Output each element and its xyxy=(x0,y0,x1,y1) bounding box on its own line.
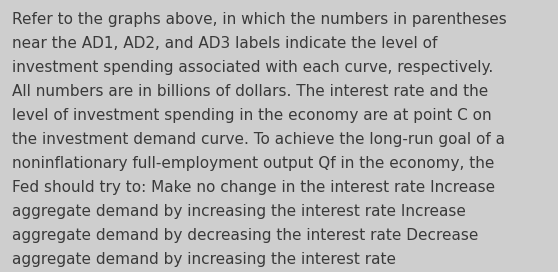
Text: level of investment spending in the economy are at point C on: level of investment spending in the econ… xyxy=(12,108,492,123)
Text: Fed should try to: Make no change in the interest rate Increase: Fed should try to: Make no change in the… xyxy=(12,180,496,195)
Text: Refer to the graphs above, in which the numbers in parentheses: Refer to the graphs above, in which the … xyxy=(12,12,507,27)
Text: near the AD1, AD2, and AD3 labels indicate the level of: near the AD1, AD2, and AD3 labels indica… xyxy=(12,36,437,51)
Text: investment spending associated with each curve, respectively.: investment spending associated with each… xyxy=(12,60,493,75)
Text: aggregate demand by decreasing the interest rate Decrease: aggregate demand by decreasing the inter… xyxy=(12,228,479,243)
Text: the investment demand curve. To achieve the long-run goal of a: the investment demand curve. To achieve … xyxy=(12,132,506,147)
Text: aggregate demand by increasing the interest rate Increase: aggregate demand by increasing the inter… xyxy=(12,204,466,219)
Text: All numbers are in billions of dollars. The interest rate and the: All numbers are in billions of dollars. … xyxy=(12,84,488,99)
Text: noninflationary full-employment output Qf in the economy, the: noninflationary full-employment output Q… xyxy=(12,156,494,171)
Text: aggregate demand by increasing the interest rate: aggregate demand by increasing the inter… xyxy=(12,252,396,267)
